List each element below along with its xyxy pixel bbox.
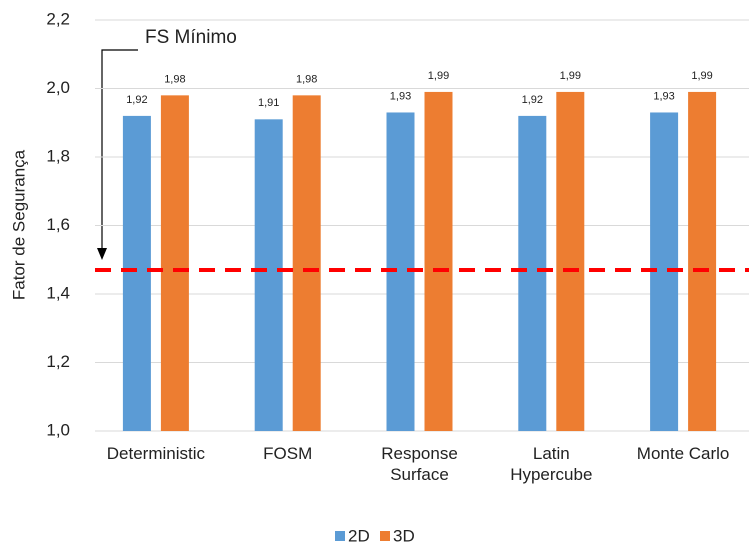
data-label: 1,92 [126,94,147,106]
y-axis-label: Fator de Segurança [9,149,28,300]
bar [688,91,717,432]
data-label: 1,99 [560,70,581,82]
x-tick-label: Deterministic [106,444,206,463]
bar [292,95,321,431]
bar [254,119,283,431]
arrow-head [97,248,107,260]
data-label: 1,93 [390,90,411,102]
annotation-arrow [101,49,138,250]
x-tick-label: Response Surface [381,444,458,484]
y-tick-label: 2,2 [46,9,70,28]
y-tick-label: 1,6 [46,215,70,234]
annotation: FS Mínimo [145,27,237,48]
x-tick-label: Monte Carlo [636,444,730,463]
bar [518,115,547,432]
data-label: 1,91 [258,97,279,109]
y-tick-label: 1,2 [46,352,70,371]
bar [122,115,151,432]
data-label: 1,99 [428,70,449,82]
legend-swatch [335,531,345,541]
legend-label: 2D [348,526,370,545]
data-label: 1,93 [653,90,674,102]
data-label: 1,98 [296,73,317,85]
bar [160,95,189,431]
legend-swatch [380,531,390,541]
y-tick-label: 1,0 [46,420,70,439]
x-tick-label: Latin Hypercube [510,444,593,484]
data-label: 1,99 [691,70,712,82]
x-tick-label: FOSM [263,444,313,463]
legend-label: 3D [393,526,415,545]
y-tick-label: 1,8 [46,146,70,165]
y-tick-label: 2,0 [46,78,70,97]
data-label: 1,98 [164,73,185,85]
y-tick-label: 1,4 [46,283,70,302]
data-label: 1,92 [522,94,543,106]
bar [556,91,585,432]
bar [424,91,453,432]
